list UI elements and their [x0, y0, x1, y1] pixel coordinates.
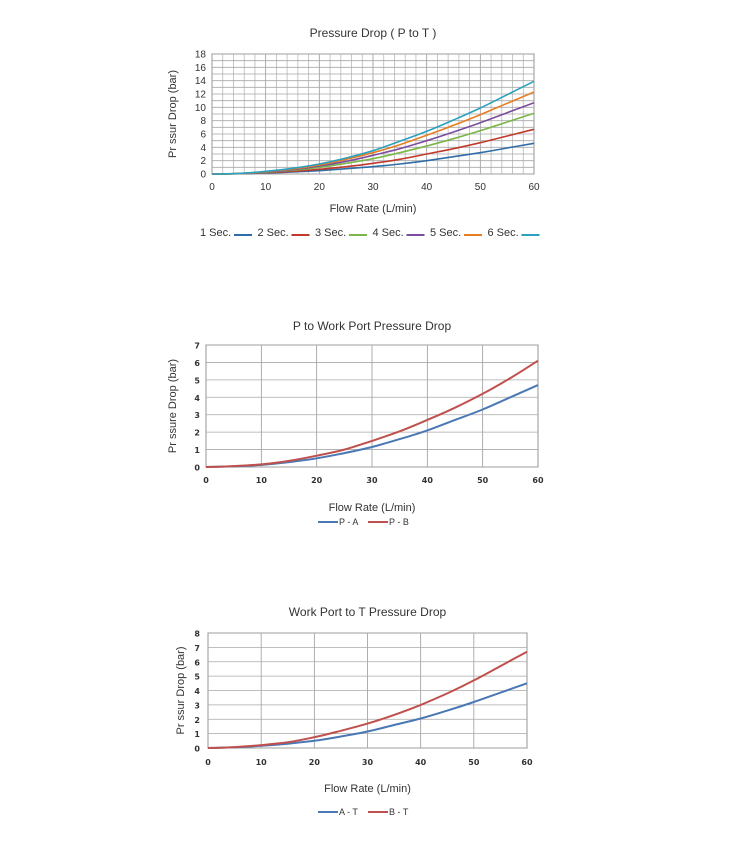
x-tick-label: 10: [256, 476, 268, 485]
x-tick-label: 40: [422, 476, 434, 485]
x-tick-label: 50: [475, 182, 487, 193]
x-axis-label: Flow Rate (L/min): [324, 783, 411, 795]
x-tick-label: 30: [362, 758, 374, 767]
x-tick-label: 0: [209, 182, 215, 193]
x-tick-label: 30: [366, 476, 378, 485]
y-tick-label: 12: [195, 90, 207, 101]
x-tick-label: 0: [203, 476, 209, 485]
chart-1: Pressure Drop ( P to T ) 0 10 20 30 40 50 60 0 2 4…: [167, 26, 540, 239]
legend-label: 4 Sec.: [373, 227, 404, 239]
grid: [207, 632, 528, 749]
x-tick-label: 20: [311, 476, 323, 485]
y-axis-label: Pr ssur Drop (bar): [175, 646, 187, 734]
legend-label: 2 Sec.: [258, 227, 289, 239]
y-tick-label: 3: [194, 701, 200, 710]
y-tick-label: 4: [194, 394, 200, 403]
x-tick-label: 20: [309, 758, 321, 767]
x-tick-label: 40: [421, 182, 433, 193]
x-tick-label: 60: [521, 758, 533, 767]
x-tick-label: 40: [415, 758, 427, 767]
y-tick-label: 2: [194, 716, 200, 725]
series-line-2: [207, 650, 528, 749]
y-tick-label: 6: [200, 130, 206, 141]
y-tick-label: 6: [194, 359, 200, 368]
y-tick-label: 3: [194, 411, 200, 420]
y-tick-label: 5: [194, 673, 200, 682]
legend-label: 1 Sec.: [200, 227, 231, 239]
grid: [211, 53, 535, 175]
legend: 1 Sec. 2 Sec. 3 Sec. 4 Sec. 5 Sec. 6 Sec.: [200, 227, 540, 239]
x-tick-label: 60: [528, 182, 540, 193]
legend-label: B - T: [389, 807, 409, 817]
y-axis-label: Pr ssur Drop (bar): [167, 70, 179, 158]
legend-label: P - A: [339, 517, 358, 527]
legend-label: 5 Sec.: [430, 227, 461, 239]
y-tick-label: 1: [194, 730, 200, 739]
y-tick-label: 14: [195, 76, 207, 87]
y-tick-label: 16: [195, 63, 207, 74]
x-tick-label: 0: [205, 758, 211, 767]
series-line-6: [211, 80, 535, 175]
legend-label: A - T: [339, 807, 358, 817]
y-tick-label: 2: [194, 429, 200, 438]
legend-label: 6 Sec.: [488, 227, 519, 239]
chart-title: P to Work Port Pressure Drop: [293, 319, 452, 333]
y-tick-label: 0: [194, 745, 200, 754]
x-tick-label: 10: [260, 182, 272, 193]
y-tick-label: 18: [195, 50, 207, 61]
x-tick-label: 50: [477, 476, 489, 485]
y-tick-label: 1: [194, 446, 200, 455]
y-tick-label: 8: [200, 116, 206, 127]
x-tick-label: 50: [468, 758, 480, 767]
y-tick-label: 10: [195, 103, 207, 114]
chart-title: Pressure Drop ( P to T ): [310, 26, 437, 40]
x-axis-label: Flow Rate (L/min): [329, 502, 416, 514]
y-tick-label: 5: [194, 376, 200, 385]
chart-title: Work Port to T Pressure Drop: [289, 605, 447, 619]
x-tick-label: 60: [532, 476, 544, 485]
legend-label: 3 Sec.: [315, 227, 346, 239]
x-tick-label: 30: [367, 182, 379, 193]
x-axis-label: Flow Rate (L/min): [330, 203, 417, 215]
y-tick-label: 7: [194, 644, 200, 653]
legend-label: P - B: [389, 517, 409, 527]
x-tick-label: 20: [314, 182, 326, 193]
y-tick-label: 4: [200, 143, 206, 154]
y-tick-label: 8: [194, 630, 200, 639]
y-axis-label: Pr ssure Drop (bar): [167, 359, 179, 453]
y-tick-label: 6: [194, 658, 200, 667]
y-tick-label: 2: [200, 156, 206, 167]
series-line-2: [205, 359, 539, 468]
y-tick-label: 7: [194, 342, 200, 351]
y-tick-label: 0: [194, 464, 200, 473]
y-tick-label: 4: [194, 687, 200, 696]
y-tick-label: 0: [200, 170, 206, 181]
x-tick-label: 10: [256, 758, 268, 767]
